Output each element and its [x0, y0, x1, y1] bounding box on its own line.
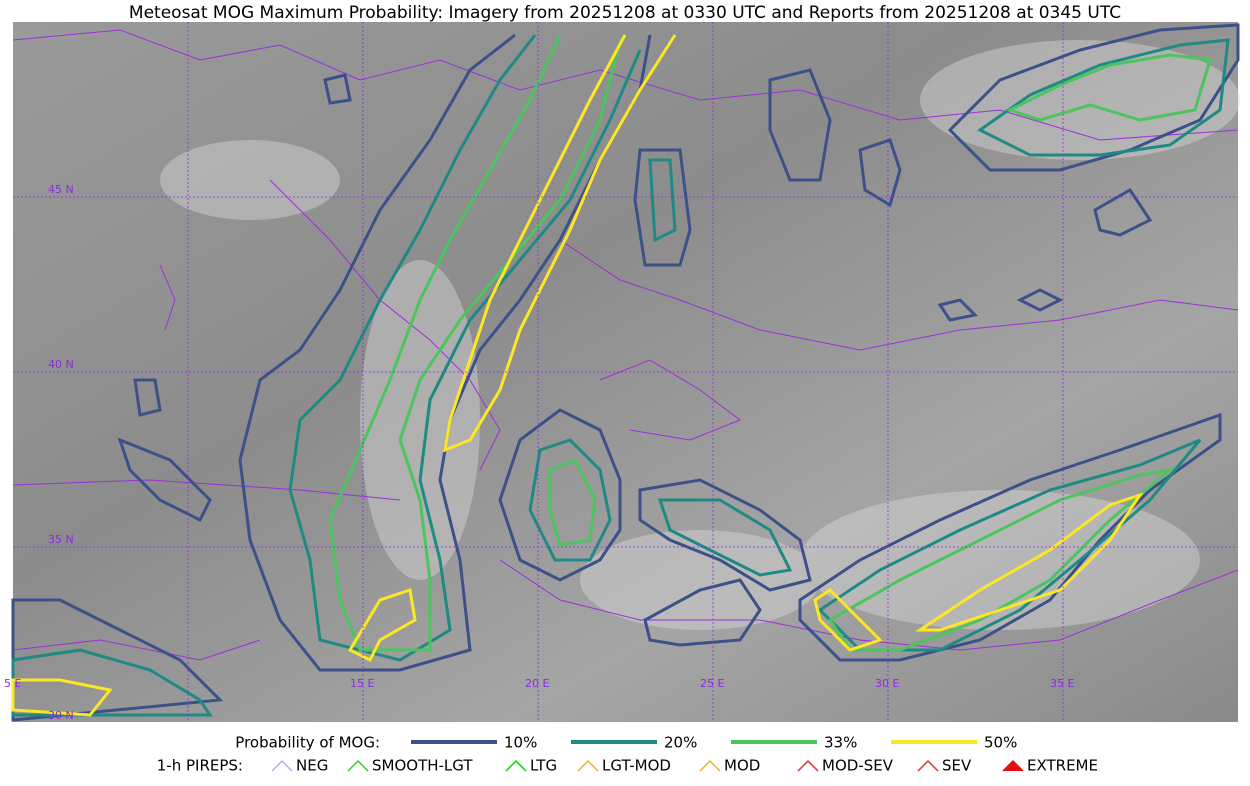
- pirep-label: EXTREME: [1027, 757, 1098, 775]
- lat-label: 45 N: [48, 183, 74, 196]
- pirep-symbol: [577, 759, 599, 772]
- pirep-symbol: [271, 759, 293, 772]
- legend-label: 50%: [984, 734, 1017, 752]
- pirep-symbol: [797, 759, 819, 772]
- legend-title: Probability of MOG:: [235, 734, 380, 752]
- lon-label: 35 E: [1050, 677, 1074, 690]
- lon-label: 30 E: [875, 677, 899, 690]
- pirep-symbol: [1002, 759, 1024, 772]
- pireps-title: 1-h PIREPS:: [157, 757, 243, 775]
- legend: Probability of MOG: 10% 20% 33% 50% 1-h PIREP…: [157, 734, 1098, 775]
- lat-label: 40 N: [48, 358, 74, 371]
- borders: [12, 29, 1239, 661]
- pirep-label: SEV: [942, 757, 972, 775]
- lat-label: 30 N: [48, 709, 74, 722]
- pirep-symbol: [347, 759, 369, 772]
- pirep-label: LTG: [530, 757, 557, 775]
- legend-label: 20%: [664, 734, 697, 752]
- pirep-label: MOD-SEV: [822, 757, 894, 775]
- lon-label: 20 E: [525, 677, 549, 690]
- pirep-symbol: [699, 759, 721, 772]
- lon-label: 25 E: [700, 677, 724, 690]
- graticule: 45 N 40 N 35 N 30 N 5 E 15 E 20 E 25 E 30 E 35 E: [4, 22, 1238, 722]
- contours: [11, 23, 1240, 722]
- lon-label: 5 E: [4, 677, 21, 690]
- legend-label: 33%: [824, 734, 857, 752]
- lat-label: 35 N: [48, 533, 74, 546]
- pirep-label: SMOOTH-LGT: [372, 757, 473, 775]
- cloud-bands: [160, 40, 1240, 630]
- pirep-symbol: [917, 759, 939, 772]
- pirep-label: MOD: [724, 757, 760, 775]
- pirep-label: NEG: [296, 757, 328, 775]
- pirep-label: LGT-MOD: [602, 757, 671, 775]
- legend-label: 10%: [504, 734, 537, 752]
- title: Meteosat MOG Maximum Probability: Imager…: [129, 3, 1121, 23]
- pirep-symbol: [505, 759, 527, 772]
- lon-label: 15 E: [350, 677, 374, 690]
